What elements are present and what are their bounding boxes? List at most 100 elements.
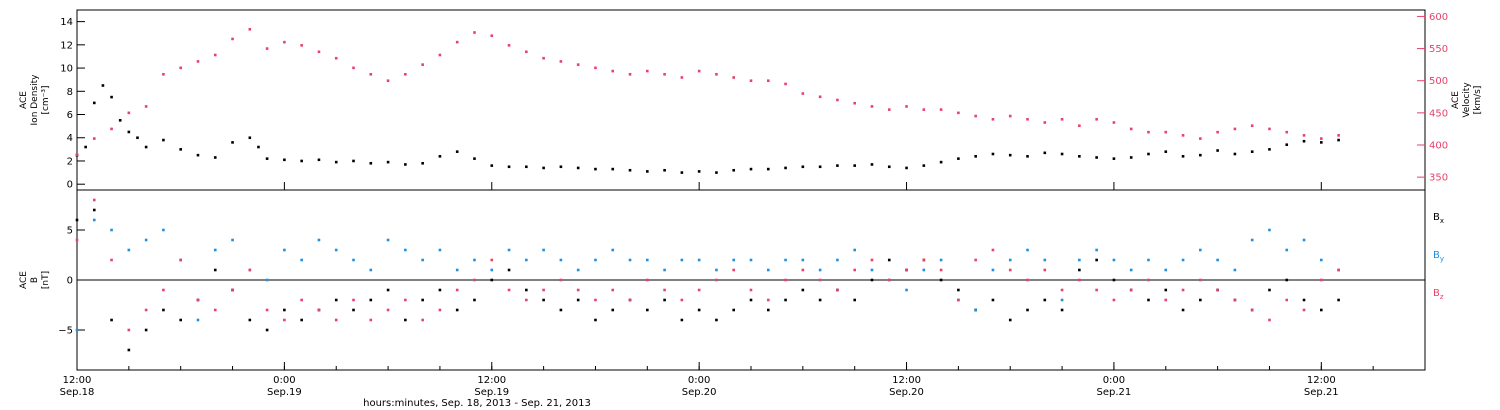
velocity-point <box>1129 127 1133 131</box>
by-point <box>1095 248 1098 252</box>
bz-point <box>1078 278 1081 282</box>
velocity-point <box>317 50 321 54</box>
velocity-point <box>1008 114 1012 118</box>
velocity-point <box>766 79 770 83</box>
bx-point <box>1302 298 1306 302</box>
by-point <box>905 288 908 292</box>
by-point <box>1268 228 1271 232</box>
velocity-point <box>231 37 234 41</box>
density-point <box>715 171 718 174</box>
bz-point <box>542 288 545 292</box>
velocity-point <box>680 76 684 79</box>
by-point <box>836 258 839 262</box>
top-left-ylabel-line: Ion Density <box>30 74 40 126</box>
bz-point <box>939 268 943 272</box>
bz-point <box>628 298 632 302</box>
bottom-left-tick-label: −5 <box>58 326 73 337</box>
density-point <box>853 164 856 167</box>
time-tick-label: 12:00 <box>1307 375 1336 386</box>
velocity-point <box>939 108 943 111</box>
bz-point <box>334 318 338 322</box>
bz-point <box>853 268 856 272</box>
by-point <box>784 258 787 262</box>
top-left-tick-label: 6 <box>67 110 73 121</box>
by-point <box>455 268 459 272</box>
bz-point <box>1147 278 1150 282</box>
density-point <box>1129 156 1133 159</box>
bx-point <box>455 308 459 312</box>
by-point <box>1043 258 1047 262</box>
density-point <box>473 157 476 160</box>
bx-point <box>939 278 943 282</box>
bx-legend: Bx <box>1433 212 1444 225</box>
bx-point <box>870 278 874 282</box>
density-point <box>991 152 995 156</box>
top-right-tick-label: 400 <box>1429 141 1448 152</box>
density-point <box>611 167 615 171</box>
density-point <box>1199 153 1202 157</box>
velocity-point <box>663 72 666 76</box>
density-point <box>404 163 407 166</box>
density-point <box>1164 150 1168 153</box>
bz-point <box>646 278 649 282</box>
velocity-point <box>646 69 649 73</box>
bz-point <box>75 238 79 242</box>
bx-point <box>386 288 390 292</box>
bz-point <box>1216 288 1219 292</box>
bx-point <box>300 318 303 322</box>
density-point <box>1060 152 1064 156</box>
bx-point <box>92 208 96 212</box>
velocity-point <box>127 111 131 115</box>
top-right-ylabel-line: [km/s] <box>1473 86 1483 115</box>
by-point <box>1129 268 1133 272</box>
velocity-point <box>352 66 355 70</box>
by-point <box>1199 248 1202 252</box>
density-point <box>680 171 684 174</box>
bx-point <box>1112 278 1116 282</box>
bx-point <box>749 298 753 302</box>
bx-point <box>1008 318 1012 322</box>
top-left-ylabel-line: [cm⁻³] <box>41 85 51 114</box>
density-point <box>887 165 891 169</box>
density-point <box>576 166 580 170</box>
velocity-point <box>75 153 79 156</box>
time-axis-caption: hours:minutes, Sep. 18, 2013 - Sep. 21, … <box>363 398 591 409</box>
date-tick-label: Sep.20 <box>682 387 717 398</box>
top-left-ylabel: ACEIon Density[cm⁻³] <box>19 74 51 126</box>
density-point <box>265 157 269 160</box>
density-point <box>118 119 122 122</box>
velocity-point <box>525 50 528 54</box>
bz-point <box>386 308 390 312</box>
bottom-left-tick-label: 0 <box>67 276 73 287</box>
velocity-point <box>611 69 615 73</box>
by-point <box>922 268 926 272</box>
bz-point <box>991 248 995 252</box>
velocity-point <box>628 72 632 76</box>
velocity-point <box>576 63 580 66</box>
bz-point <box>300 298 303 302</box>
density-point <box>213 156 217 159</box>
by-point <box>300 258 303 262</box>
by-legend-label: B <box>1433 250 1440 261</box>
bz-point <box>715 278 718 282</box>
bottom-left-tick-label: 5 <box>67 226 73 237</box>
density-point <box>1078 155 1081 158</box>
density-point <box>1337 138 1340 142</box>
velocity-point <box>542 56 545 60</box>
bz-legend-sub: z <box>1440 293 1444 301</box>
date-tick-label: Sep.19 <box>267 387 302 398</box>
velocity-point <box>715 72 718 76</box>
by-point <box>870 268 874 272</box>
bz-point <box>92 198 96 202</box>
density-point <box>369 161 373 165</box>
bx-point <box>559 308 563 312</box>
by-point <box>213 248 217 252</box>
density-point <box>905 166 908 170</box>
bx-point <box>957 288 960 292</box>
velocity-point <box>732 76 736 79</box>
bz-point <box>1181 288 1185 292</box>
by-point <box>92 218 96 222</box>
by-point <box>1060 298 1064 302</box>
density-point <box>136 136 139 140</box>
